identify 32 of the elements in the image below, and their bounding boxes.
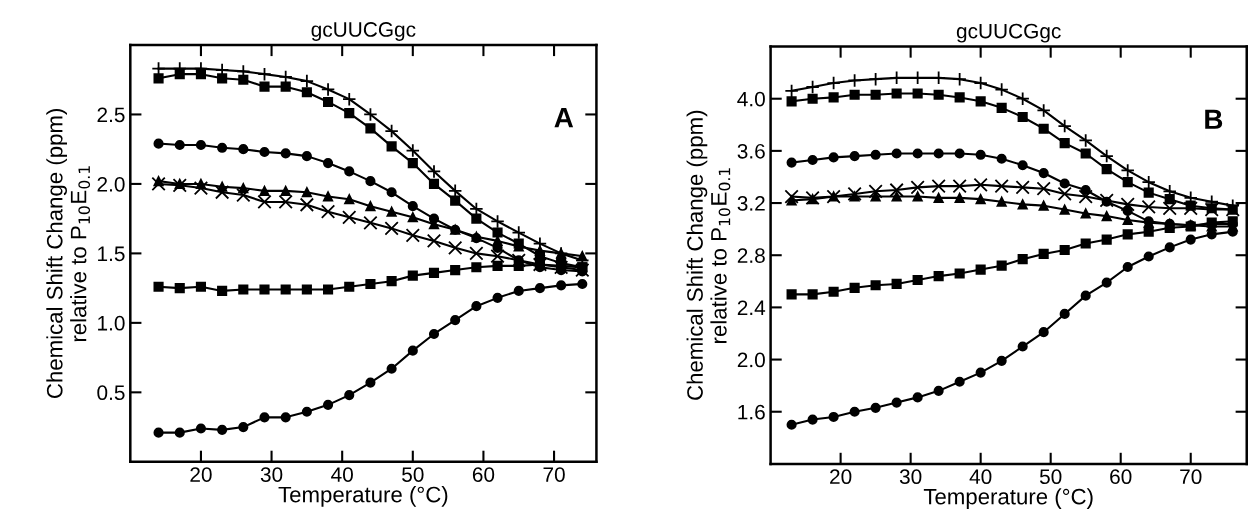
y-tick-label: 3.2 [737,196,765,211]
x-tick-label: 40 [969,469,992,485]
y-tick-label: 0.5 [97,385,125,401]
x-axis-title: Temperature (°C) [278,486,448,507]
x-tick-label: 20 [830,469,852,485]
y-tick-label: 2.8 [737,248,765,263]
y-tick-label: 4.0 [737,91,765,107]
x-tick-label: 50 [1039,469,1062,485]
y-tick-label: 2.4 [737,300,766,315]
y-tick-label: 2.0 [737,352,765,368]
y-tick-label: 1.5 [98,246,125,262]
x-tick-label: 30 [899,469,922,485]
x-tick-label: 40 [331,467,353,482]
x-tick-label: 60 [472,467,495,482]
annotation: B [1205,109,1223,129]
y-tick-label: 2.0 [97,176,125,192]
x-axis-title: Temperature (°C) [923,488,1093,509]
x-tick-label: 70 [543,467,565,482]
chart-title: gcUUCGgc [311,22,416,41]
y-tick-label: 2.5 [97,107,125,123]
x-tick-label: 50 [402,467,424,482]
y-tick-label: 1.6 [738,404,765,420]
x-tick-label: 30 [260,467,283,482]
x-tick-label: 20 [190,467,212,482]
annotation: A [554,108,574,128]
y-axis-title: Chemical Shift Change (ppm) relative to P$_{10}$E$_{0.1}$ [46,109,91,398]
y-tick-label: 1.0 [98,315,125,331]
y-tick-label: 3.6 [737,143,765,159]
x-tick-label: 60 [1110,469,1132,485]
chart-title: gcUUCGgc [956,23,1061,43]
y-axis-title: Chemical Shift Change (ppm) relative to P$_{10}$E$_{0.1}$ [686,110,731,400]
x-tick-label: 70 [1180,469,1202,485]
